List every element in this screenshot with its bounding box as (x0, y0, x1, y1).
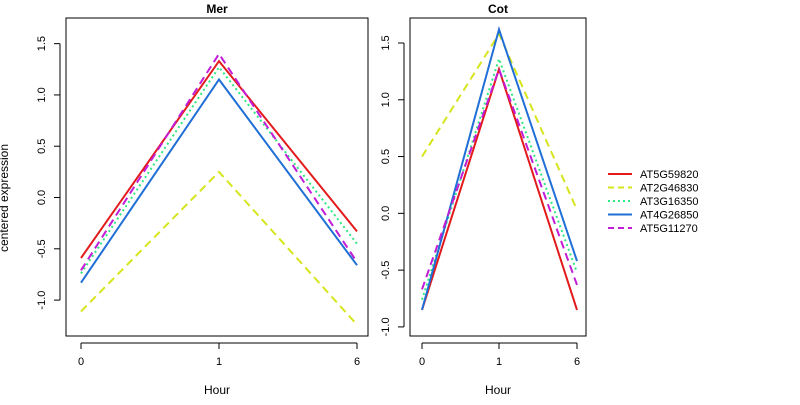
panel-cot-title: Cot (488, 2, 508, 16)
legend-label-at3g16350: AT3G16350 (640, 196, 699, 208)
panel-mer-series-at5g59820 (80, 59, 358, 259)
panel-cot-y-tick-label: 0.0 (380, 206, 392, 221)
panel-mer-series-at4g26850 (80, 77, 358, 284)
panel-cot-y-tick-label: 1.5 (380, 35, 392, 50)
panel-cot-x-axis-title: Hour (485, 383, 511, 397)
legend-label-at2g46830: AT2G46830 (640, 183, 699, 195)
panel-mer: Mer 0 1 6 Hour -1.0 -0.5 0.0 0.5 1.0 1.5 (36, 2, 369, 397)
panel-cot-y-tick-label: 0.5 (380, 149, 392, 164)
legend-label-at5g11270: AT5G11270 (640, 223, 698, 235)
panel-mer-y-tick-label: -0.5 (36, 239, 48, 258)
panel-cot-y-tick-label: 1.0 (380, 92, 392, 107)
panel-mer-x-tick-label: 6 (354, 356, 360, 368)
panel-mer-series-at3g16350 (80, 65, 358, 274)
panel-cot-y-tick-label: -0.5 (380, 261, 392, 280)
panel-mer-title: Mer (206, 2, 228, 16)
panel-cot-series-at2g46830 (421, 31, 578, 211)
panel-mer-plot-frame (65, 17, 369, 337)
panel-mer-x-tick-label: 0 (78, 356, 84, 368)
panel-mer-y-tick-label: 0.0 (36, 190, 48, 205)
panel-cot-x-tick-label: 1 (496, 356, 502, 368)
panel-cot-series-at4g26850 (421, 25, 578, 311)
panel-cot-series-at5g59820 (421, 65, 578, 311)
panel-cot: Cot 0 1 6 Hour -1.0 -0.5 0.0 0.5 1.0 1.5 (380, 2, 587, 397)
legend-label-at5g59820: AT5G59820 (640, 169, 699, 181)
panel-mer-y-tick-label: -1.0 (36, 291, 48, 310)
panel-mer-y-tick-label: 1.0 (36, 87, 48, 102)
panel-mer-y-tick-label: 0.5 (36, 139, 48, 154)
panel-cot-series-at3g16350 (421, 55, 578, 301)
panel-mer-x-tick-label: 1 (216, 356, 222, 368)
panel-cot-y-tick-label: -1.0 (380, 317, 392, 336)
panel-cot-x-tick-label: 0 (419, 356, 425, 368)
panel-mer-series-at5g11270 (80, 52, 358, 271)
panel-mer-x-axis-title: Hour (204, 383, 230, 397)
panel-cot-plot-frame (409, 17, 587, 337)
panel-mer-y-tick-label: 1.5 (36, 36, 48, 51)
legend-label-at4g26850: AT4G26850 (640, 210, 699, 222)
y-axis-title: centered expression (0, 144, 11, 252)
panel-mer-series-at2g46830 (80, 170, 358, 326)
panel-cot-series-at5g11270 (421, 66, 578, 290)
panel-cot-x-tick-label: 6 (574, 356, 580, 368)
